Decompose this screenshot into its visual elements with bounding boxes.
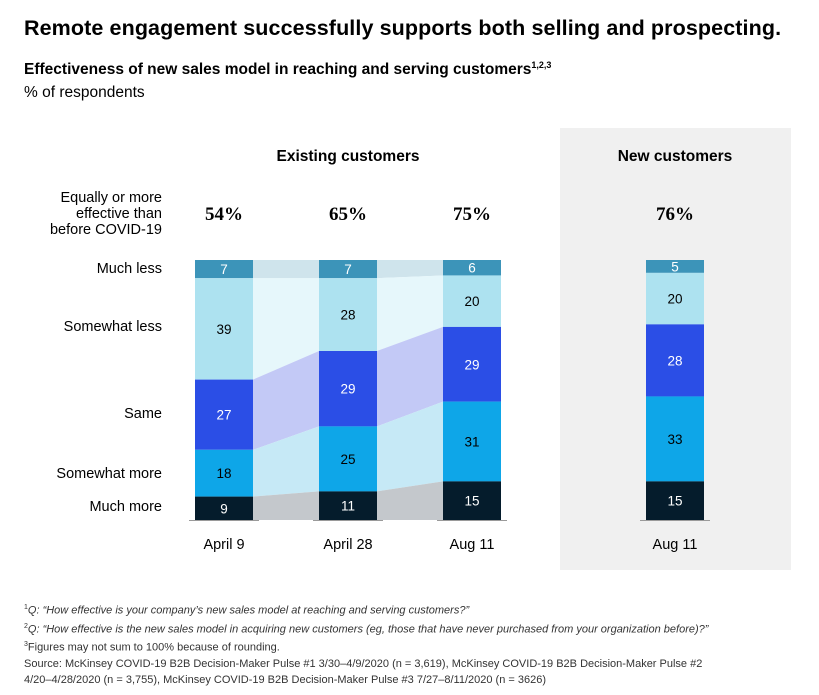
segment-value-label: 28 (340, 308, 355, 323)
footnote-1-text: Q: “How effective is your company’s new … (27, 604, 470, 617)
segment-value-label: 28 (667, 353, 682, 368)
bar-segment (319, 260, 377, 279)
bar-segment (195, 379, 253, 450)
footnote-2: 2Q: “How effective is the new sales mode… (24, 619, 804, 638)
x-axis-label: April 9 (203, 537, 244, 553)
bar-segment (443, 326, 501, 402)
bar-segment (443, 260, 501, 276)
segment-value-label: 15 (667, 494, 682, 509)
segment-value-label: 5 (671, 259, 679, 274)
summary-percentage: 54% (205, 204, 243, 225)
segment-value-label: 11 (341, 499, 355, 514)
bar-segment (319, 351, 377, 427)
bar-segment (195, 278, 253, 380)
segment-value-label: 27 (216, 408, 231, 423)
summary-percentage: 76% (656, 204, 694, 225)
bar-segment (319, 278, 377, 351)
bar-segment (646, 396, 704, 482)
connector-band (377, 401, 443, 492)
segment-value-label: 33 (667, 432, 682, 447)
x-axis-label: April 28 (323, 537, 372, 553)
connector-band (253, 351, 319, 450)
chart-subtitle: Effectiveness of new sales model in reac… (24, 60, 551, 79)
bar-segment (646, 260, 704, 273)
bar-segment (195, 449, 253, 497)
connector-band (253, 260, 319, 279)
footnotes: 1Q: “How effective is your company’s new… (24, 600, 804, 688)
chart-subtitle-text: Effectiveness of new sales model in reac… (24, 61, 532, 79)
footnote-3-text: Figures may not sum to 100% because of r… (27, 641, 280, 654)
connector-band (253, 491, 319, 520)
footnote-1-number: 1 (24, 604, 28, 611)
summary-row-label: before COVID-19 (50, 222, 162, 238)
segment-value-label: 31 (464, 434, 479, 449)
footnote-3: 3Figures may not sum to 100% because of … (24, 637, 804, 656)
segment-value-label: 29 (464, 357, 479, 372)
connector-band (377, 275, 443, 351)
source-line-2: 4/20–4/28/2020 (n = 3,755), McKinsey COV… (24, 673, 546, 686)
connector-band (377, 260, 443, 279)
group-title: New customers (618, 148, 733, 165)
bar-segment (319, 491, 377, 520)
bar-segment (443, 481, 501, 520)
connector-band (253, 426, 319, 497)
connector-band (377, 326, 443, 427)
footnote-2-text: Q: “How effective is the new sales model… (27, 623, 709, 636)
bar-segment (443, 275, 501, 327)
connector-band (377, 481, 443, 520)
bar-segment (646, 324, 704, 397)
row-label: Same (124, 406, 162, 422)
segment-value-label: 18 (216, 466, 231, 481)
segment-value-label: 9 (220, 501, 228, 516)
segment-value-label: 7 (220, 262, 228, 277)
segment-value-label: 20 (464, 294, 479, 309)
summary-row-label: effective than (76, 206, 162, 222)
segment-value-label: 25 (340, 452, 355, 467)
connector-band (253, 278, 319, 380)
bar-segment (195, 260, 253, 279)
segment-value-label: 6 (468, 261, 476, 276)
segment-value-label: 29 (340, 382, 355, 397)
unit-label: % of respondents (24, 84, 145, 101)
row-label: Somewhat more (56, 466, 162, 482)
x-axis-label: Aug 11 (653, 537, 698, 553)
segment-value-label: 15 (464, 494, 479, 509)
bar-segment (443, 401, 501, 482)
segment-value-label: 39 (216, 322, 231, 337)
footnote-3-number: 3 (24, 641, 28, 649)
segment-value-label: 20 (667, 292, 682, 307)
row-label: Much less (97, 261, 162, 277)
bar-segment (319, 426, 377, 492)
bar-segment (195, 496, 253, 520)
bar-segment (646, 272, 704, 325)
row-label: Much more (89, 499, 162, 515)
summary-row-label: Equally or more (60, 190, 162, 206)
stacked-bar-chart: Much less Somewhat less Same Somewhat more M… (50, 128, 791, 570)
chart-subtitle-footnote-ref: 1,2,3 (531, 60, 552, 70)
group-title: Existing customers (277, 148, 420, 165)
headline: Remote engagement successfully supports … (24, 16, 782, 40)
x-axis-label: Aug 11 (450, 537, 495, 553)
segment-value-label: 7 (344, 262, 352, 277)
source-line-1: Source: McKinsey COVID-19 B2B Decision-M… (24, 657, 703, 670)
bar-segment (646, 481, 704, 520)
row-label: Somewhat less (64, 319, 162, 335)
footnote-1: 1Q: “How effective is your company’s new… (24, 600, 804, 619)
footnote-2-number: 2 (24, 622, 28, 630)
summary-percentage: 65% (329, 204, 367, 225)
summary-percentage: 75% (453, 204, 491, 225)
